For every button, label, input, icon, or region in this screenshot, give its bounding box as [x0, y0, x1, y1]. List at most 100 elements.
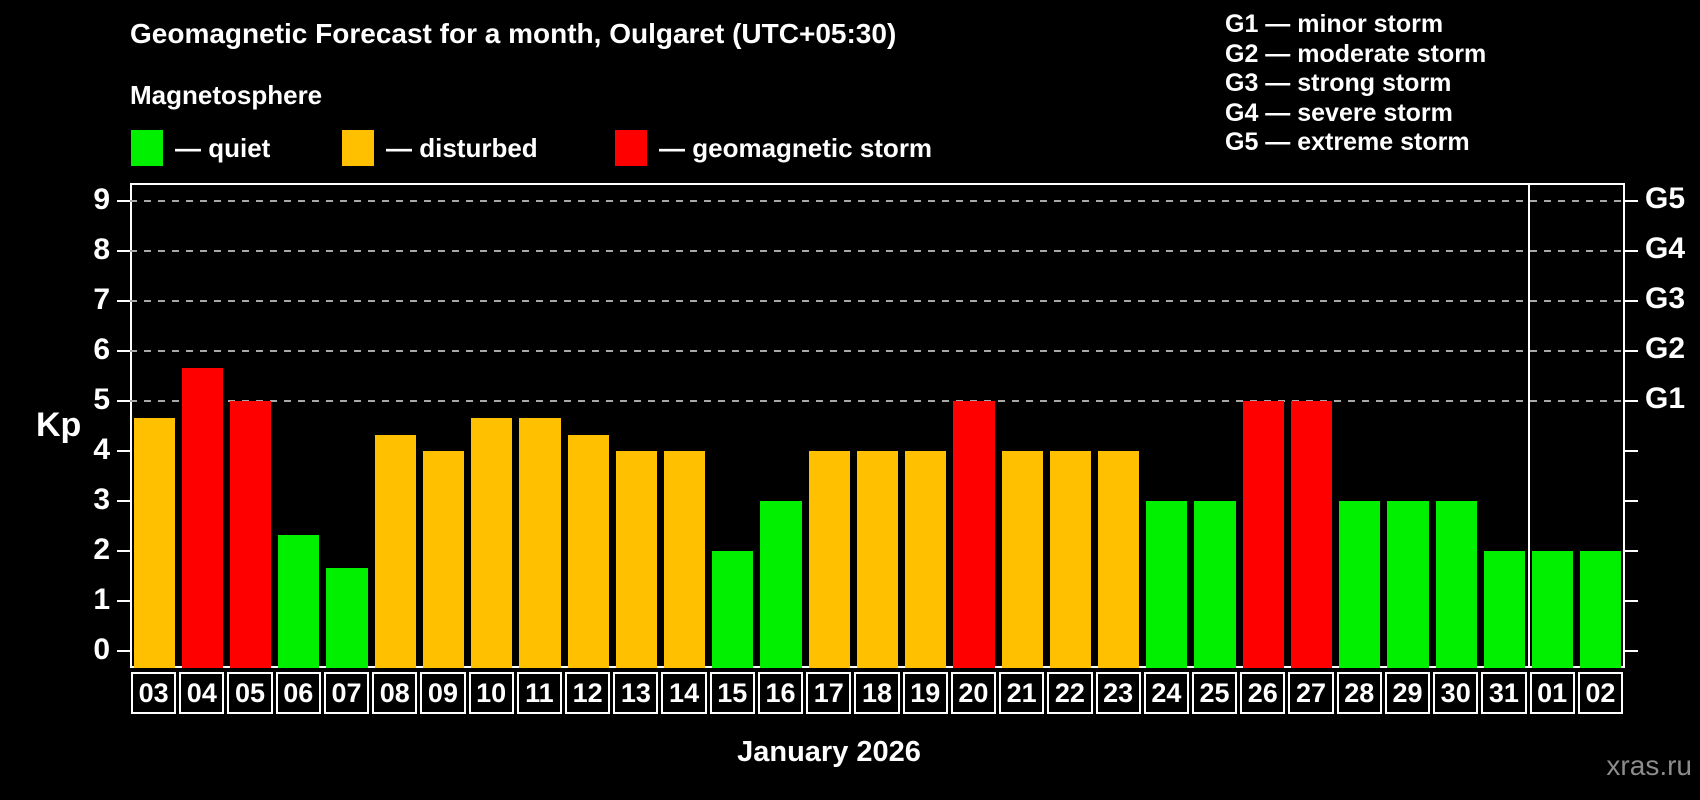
gridline-kp-5: [130, 400, 1625, 402]
left-tick-kp-8: [117, 250, 130, 252]
bar-day-09: [422, 451, 465, 668]
date-label-08: 08: [372, 672, 418, 714]
page-title: Geomagnetic Forecast for a month, Oulgar…: [130, 18, 897, 49]
bar-day-04: [181, 367, 223, 668]
chart-plot-area: [130, 183, 1625, 668]
left-tick-kp-0: [117, 650, 130, 652]
bar-day-16: [760, 501, 802, 668]
date-label-20: 20: [950, 672, 997, 714]
right-axis-label-g4: G4: [1645, 232, 1686, 265]
left-tick-kp-5: [117, 400, 130, 402]
date-label-17: 17: [806, 672, 852, 714]
bar-day-14: [663, 451, 706, 668]
month-separator-line: [1527, 183, 1530, 668]
date-label-18: 18: [854, 672, 900, 714]
chart-subtitle: Magnetosphere: [130, 80, 323, 110]
date-label-28: 28: [1336, 672, 1382, 714]
watermark: xras.ru: [1606, 750, 1692, 781]
date-label-24: 24: [1143, 672, 1189, 714]
bar-day-25: [1194, 501, 1236, 668]
date-label-21: 21: [999, 672, 1045, 714]
left-tick-kp-3: [117, 500, 130, 502]
date-label-04: 04: [179, 672, 225, 714]
bar-day-24: [1146, 501, 1188, 668]
right-tick-kp-0: [1625, 650, 1638, 652]
x-axis-month-label: January 2026: [737, 736, 921, 768]
bar-day-18: [856, 451, 899, 668]
date-label-25: 25: [1191, 672, 1238, 714]
right-tick-kp-9: [1625, 200, 1638, 202]
date-label-26: 26: [1240, 672, 1286, 714]
date-label-12: 12: [565, 672, 611, 714]
right-tick-kp-6: [1625, 350, 1638, 352]
bar-day-02: [1580, 551, 1622, 668]
left-tick-kp-7: [117, 300, 130, 302]
legend-storm-label: — geomagnetic storm: [659, 132, 933, 163]
y-tick-label-9: 9: [93, 183, 110, 216]
right-tick-kp-5: [1625, 400, 1638, 402]
right-tick-kp-4: [1625, 450, 1638, 452]
bar-day-26: [1242, 401, 1284, 668]
legend-quiet-label: — quiet: [175, 132, 271, 163]
bar-day-23: [1098, 451, 1140, 668]
y-tick-label-1: 1: [93, 583, 110, 616]
legend-item-quiet: — quiet: [131, 128, 270, 168]
date-label-05: 05: [227, 672, 273, 714]
g3-legend-line: G3 — strong storm: [1225, 69, 1452, 97]
bar-day-12: [567, 434, 609, 668]
y-tick-label-4: 4: [93, 433, 110, 466]
y-tick-label-2: 2: [93, 533, 110, 566]
date-label-02: 02: [1577, 672, 1623, 714]
bar-day-11: [519, 417, 561, 668]
g5-legend-line: G5 — extreme storm: [1225, 128, 1470, 156]
legend-item-storm: — geomagnetic storm: [615, 128, 932, 168]
right-tick-kp-7: [1625, 300, 1638, 302]
chart-bars-container: [130, 183, 1625, 668]
gridline-kp-7: [130, 300, 1625, 302]
right-axis-label-g2: G2: [1645, 332, 1686, 365]
bar-day-17: [808, 451, 850, 668]
bar-day-01: [1532, 551, 1574, 668]
date-label-30: 30: [1433, 672, 1479, 714]
date-label-11: 11: [516, 672, 563, 714]
bar-day-29: [1387, 501, 1429, 668]
date-label-10: 10: [468, 672, 514, 714]
date-label-01: 01: [1529, 672, 1575, 714]
y-tick-label-8: 8: [93, 233, 110, 266]
y-tick-label-0: 0: [93, 633, 110, 666]
y-tick-label-6: 6: [93, 333, 110, 366]
bar-day-22: [1049, 451, 1091, 668]
y-tick-label-5: 5: [93, 383, 110, 416]
right-tick-kp-8: [1625, 250, 1638, 252]
quiet-color-swatch: [131, 130, 163, 166]
date-label-06: 06: [275, 672, 321, 714]
disturbed-color-swatch: [342, 130, 374, 166]
right-tick-kp-1: [1625, 600, 1638, 602]
bar-day-06: [278, 534, 320, 668]
right-tick-kp-3: [1625, 500, 1638, 502]
date-label-22: 22: [1047, 672, 1093, 714]
date-label-19: 19: [902, 672, 948, 714]
left-tick-kp-6: [117, 350, 130, 352]
gridline-kp-6: [130, 350, 1625, 352]
bar-day-05: [229, 401, 272, 668]
bar-day-08: [374, 434, 416, 668]
bar-day-03: [133, 417, 175, 668]
bar-day-28: [1339, 501, 1381, 668]
bar-day-30: [1435, 501, 1477, 668]
left-tick-kp-1: [117, 600, 130, 602]
bar-day-31: [1483, 551, 1526, 668]
g2-legend-line: G2 — moderate storm: [1225, 39, 1487, 68]
gridline-kp-8: [130, 250, 1625, 252]
date-label-31: 31: [1481, 672, 1527, 714]
storm-scale-legend: G1 — minor storm G2 — moderate storm G3 …: [1225, 10, 1486, 158]
left-tick-kp-9: [117, 200, 130, 202]
right-tick-kp-2: [1625, 550, 1638, 552]
bar-day-21: [1001, 451, 1043, 668]
y-tick-label-7: 7: [93, 283, 110, 316]
left-tick-kp-4: [117, 450, 130, 452]
date-label-07: 07: [323, 672, 370, 714]
right-axis-label-g1: G1: [1645, 382, 1686, 415]
date-label-13: 13: [613, 672, 659, 714]
